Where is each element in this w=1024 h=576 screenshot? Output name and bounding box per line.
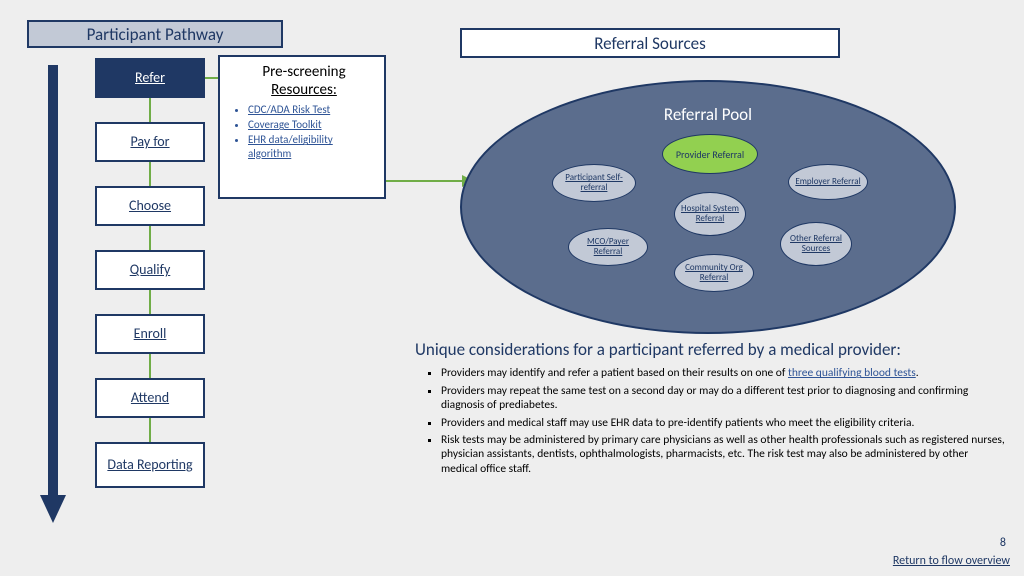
- consideration-item: Risk tests may be administered by primar…: [441, 433, 1007, 476]
- connector: [149, 98, 151, 122]
- connector: [149, 354, 151, 378]
- consideration-item: Providers may identify and refer a patie…: [441, 366, 1007, 380]
- node-community-org[interactable]: Community Org Referral: [674, 254, 754, 292]
- connector: [149, 226, 151, 250]
- considerations-block: Unique considerations for a participant …: [415, 340, 1007, 479]
- connector: [149, 418, 151, 442]
- node-provider-referral[interactable]: Provider Referral: [662, 134, 758, 174]
- node-employer-referral[interactable]: Employer Referral: [788, 164, 868, 200]
- referral-pool: Referral Pool Provider Referral Particip…: [460, 80, 956, 334]
- step-refer[interactable]: Refer: [95, 58, 205, 98]
- step-attend[interactable]: Attend: [95, 378, 205, 418]
- connector: [149, 162, 151, 186]
- pathway-header: Participant Pathway: [27, 20, 283, 48]
- node-hospital-system[interactable]: Hospital System Referral: [674, 192, 746, 236]
- blood-tests-link[interactable]: three qualifying blood tests: [788, 366, 916, 380]
- connector: [205, 77, 218, 79]
- step-pay-for[interactable]: Pay for: [95, 122, 205, 162]
- consideration-item: Providers and medical staff may use EHR …: [441, 416, 1007, 430]
- step-qualify[interactable]: Qualify: [95, 250, 205, 290]
- bullet-text: Providers may identify and refer a patie…: [441, 366, 788, 380]
- considerations-heading: Unique considerations for a participant …: [415, 340, 1007, 360]
- connector: [149, 290, 151, 314]
- referral-sources-header: Referral Sources: [460, 28, 840, 58]
- node-mco-payer[interactable]: MCO/Payer Referral: [568, 228, 648, 266]
- pool-title: Referral Pool: [462, 104, 954, 125]
- page-number: 8: [1000, 536, 1006, 550]
- step-data-reporting[interactable]: Data Reporting: [95, 442, 205, 488]
- step-choose[interactable]: Choose: [95, 186, 205, 226]
- prescreen-box: Pre-screening Resources: CDC/ADA Risk Te…: [218, 55, 386, 199]
- return-link[interactable]: Return to flow overview: [893, 554, 1010, 568]
- down-arrow-icon: [40, 65, 66, 525]
- prescreen-item[interactable]: Coverage Toolkit: [248, 118, 374, 131]
- prescreen-title-line1: Pre-screening: [262, 63, 345, 81]
- prescreen-title-line2: Resources:: [271, 81, 337, 99]
- step-enroll[interactable]: Enroll: [95, 314, 205, 354]
- prescreen-list: CDC/ADA Risk Test Coverage Toolkit EHR d…: [234, 103, 374, 160]
- bullet-text: .: [916, 366, 919, 380]
- node-participant-self[interactable]: Participant Self-referral: [552, 164, 636, 202]
- prescreen-item[interactable]: CDC/ADA Risk Test: [248, 103, 374, 116]
- node-other-sources[interactable]: Other Referral Sources: [780, 222, 852, 266]
- prescreen-item[interactable]: EHR data/eligibility algorithm: [248, 133, 374, 159]
- consideration-item: Providers may repeat the same test on a …: [441, 384, 1007, 413]
- prescreen-title: Pre-screening Resources:: [234, 63, 374, 99]
- arrow-to-pool: [386, 180, 464, 182]
